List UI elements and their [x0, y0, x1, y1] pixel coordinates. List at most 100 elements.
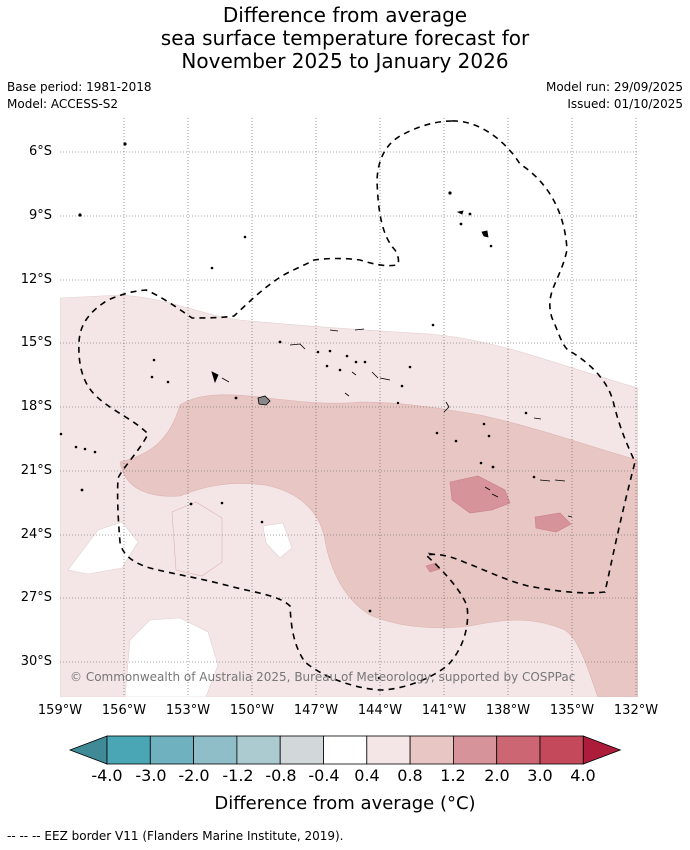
- island: [338, 368, 342, 372]
- lat-label: 21°S: [20, 463, 52, 478]
- island: [377, 676, 381, 680]
- island: [354, 328, 365, 331]
- island: [354, 360, 358, 364]
- title-line-1: Difference from average: [222, 3, 468, 27]
- island: [567, 515, 573, 518]
- island: [83, 447, 87, 451]
- colorbar-title: Difference from average (°C): [214, 793, 476, 814]
- island: [532, 475, 536, 479]
- island: [234, 396, 238, 400]
- island: [408, 365, 412, 369]
- colorbar-segment: [496, 735, 541, 765]
- island: [123, 142, 127, 146]
- island: [211, 371, 219, 384]
- colorbar-tick: 0.8: [397, 766, 423, 785]
- lon-label: 141°W: [421, 703, 467, 718]
- model-run: Model run: 29/09/2025: [545, 80, 683, 94]
- chart-title: Difference from average sea surface temp…: [0, 4, 690, 73]
- colorbar-segment: [193, 735, 238, 765]
- colorbar-segment: [452, 735, 498, 765]
- colorbar-tick: 0.4: [354, 766, 380, 785]
- colorbar-tick: -3.0: [135, 766, 167, 785]
- island: [166, 380, 170, 384]
- sst-anomaly-field: [60, 118, 638, 697]
- island: [221, 377, 230, 383]
- anomaly-1.2-2.0-patch-b: [534, 512, 572, 533]
- island: [491, 465, 495, 469]
- lon-label: 150°W: [229, 703, 275, 718]
- island: [345, 354, 349, 358]
- colorbar-tick: -1.2: [222, 766, 254, 785]
- island: [400, 384, 404, 388]
- base-period: Base period: 1981-2018: [7, 80, 152, 94]
- colorbar-tick: -2.0: [178, 766, 210, 785]
- anomaly-1.2-2.0-patch-a: [449, 475, 511, 514]
- island: [524, 411, 528, 415]
- lat-label: 15°S: [20, 335, 52, 350]
- island: [489, 244, 493, 248]
- lon-label: 156°W: [101, 703, 147, 718]
- lat-label: 9°S: [28, 208, 52, 223]
- island: [220, 501, 224, 505]
- graticule: [60, 118, 638, 697]
- island: [210, 266, 214, 270]
- colorbar-tick: 2.0: [484, 766, 510, 785]
- island: [344, 392, 350, 397]
- island: [189, 502, 193, 506]
- island: [93, 450, 97, 454]
- island: [435, 431, 439, 435]
- colorbar-segment: [323, 735, 368, 765]
- colorbar-segment: [279, 735, 324, 765]
- neutral-hole-south: [124, 617, 219, 697]
- lon-label: 159°W: [37, 703, 83, 718]
- colorbar-segment: [539, 735, 584, 765]
- title-line-3: November 2025 to January 2026: [181, 49, 509, 73]
- island: [363, 360, 367, 364]
- island: [487, 434, 491, 438]
- colorbar-tick: -4.0: [91, 766, 123, 785]
- island: [150, 375, 154, 379]
- colorbar-segment: [366, 735, 411, 765]
- island: [78, 213, 82, 217]
- lat-label: 30°S: [20, 654, 52, 669]
- island: [482, 422, 486, 426]
- lat-label: 27°S: [20, 590, 52, 605]
- island: [427, 552, 435, 555]
- island: [243, 235, 247, 239]
- colorbar-segment: [236, 735, 281, 765]
- island: [484, 486, 491, 491]
- island: [260, 520, 264, 524]
- island: [468, 212, 472, 216]
- lon-label: 144°W: [357, 703, 403, 718]
- colorbar-segment: [149, 735, 195, 765]
- island: [257, 395, 271, 406]
- colorbar-tick: -0.8: [265, 766, 297, 785]
- meta-left: Base period: 1981-2018 Model: ACCESS-S2: [7, 79, 152, 113]
- island: [371, 371, 379, 379]
- island: [329, 329, 339, 332]
- colorbar-extend-high: [582, 735, 622, 765]
- islands: [59, 142, 573, 680]
- island: [539, 479, 551, 482]
- island: [368, 609, 372, 613]
- island: [289, 343, 306, 350]
- model-name: Model: ACCESS-S2: [7, 97, 119, 111]
- copyright-text: © Commonwealth of Australia 2025, Bureau…: [70, 670, 575, 684]
- island: [278, 340, 282, 344]
- island: [459, 222, 463, 226]
- island: [152, 358, 156, 362]
- lat-label: 12°S: [20, 272, 52, 287]
- meta-right: Model run: 29/09/2025 Issued: 01/10/2025: [546, 79, 683, 113]
- island: [431, 323, 435, 327]
- island: [396, 401, 400, 405]
- anomaly-inner-patch: [171, 501, 223, 577]
- island: [59, 432, 63, 436]
- island: [456, 210, 464, 215]
- colorbar-segment: [409, 735, 454, 765]
- lon-label: 135°W: [549, 703, 595, 718]
- island: [491, 493, 499, 498]
- island: [74, 445, 78, 449]
- colorbar-segment: [106, 735, 151, 765]
- island: [481, 230, 489, 238]
